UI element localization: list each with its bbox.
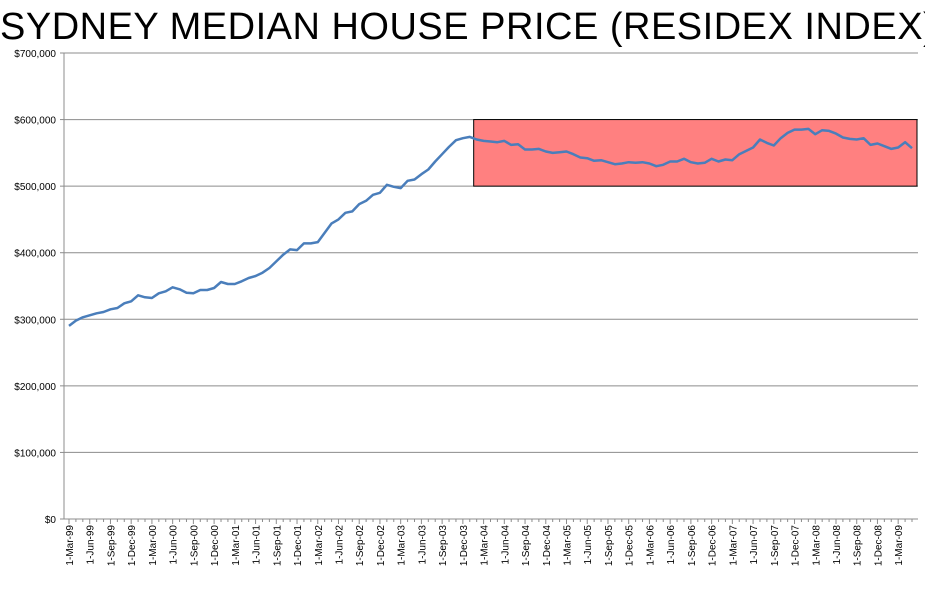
x-tick-label-12: 1-Mar-02 <box>314 525 325 566</box>
x-tick-label-26: 1-Sep-05 <box>604 525 615 567</box>
chart-title: SYDNEY MEDIAN HOUSE PRICE (RESIDEX INDEX… <box>0 6 925 48</box>
x-tick-label-35: 1-Dec-07 <box>791 525 802 567</box>
x-tick-label-18: 1-Sep-03 <box>438 525 449 567</box>
y-tick-label-7: $700,000 <box>14 49 56 60</box>
highlight-region <box>473 119 918 187</box>
x-tick-label-40: 1-Mar-09 <box>894 525 905 566</box>
series-layer <box>68 127 913 327</box>
x-tick-label-36: 1-Mar-08 <box>811 525 822 566</box>
x-tick-label-38: 1-Sep-08 <box>853 525 864 567</box>
x-tick-label-27: 1-Dec-05 <box>625 525 636 567</box>
x-tick-label-33: 1-Jun-07 <box>749 525 760 565</box>
x-tick-label-20: 1-Mar-04 <box>480 525 491 566</box>
y-tick-label-2: $200,000 <box>14 382 56 393</box>
y-tick-label-1: $100,000 <box>14 448 56 459</box>
x-tick-label-11: 1-Dec-01 <box>293 525 304 567</box>
y-tick-label-0: $0 <box>45 515 57 526</box>
x-tick-label-13: 1-Jun-02 <box>334 525 345 565</box>
x-tick-label-32: 1-Mar-07 <box>728 525 739 566</box>
x-tick-label-9: 1-Jun-01 <box>252 525 263 565</box>
highlight-region-layer <box>473 119 918 187</box>
x-tick-label-2: 1-Sep-99 <box>106 525 117 567</box>
x-tick-label-14: 1-Sep-02 <box>355 525 366 567</box>
x-tick-label-7: 1-Dec-00 <box>210 525 221 567</box>
series-line-0 <box>68 127 913 327</box>
x-tick-label-16: 1-Mar-03 <box>397 525 408 566</box>
x-tick-label-5: 1-Jun-00 <box>169 525 180 565</box>
x-tick-label-22: 1-Sep-04 <box>521 525 532 567</box>
x-tick-label-24: 1-Mar-05 <box>563 525 574 566</box>
y-tick-label-3: $300,000 <box>14 315 56 326</box>
x-tick-label-19: 1-Dec-03 <box>459 525 470 567</box>
x-tick-label-3: 1-Dec-99 <box>127 525 138 567</box>
x-tick-label-15: 1-Dec-02 <box>376 525 387 567</box>
x-tick-label-4: 1-Mar-00 <box>148 525 159 566</box>
x-tick-label-8: 1-Mar-01 <box>231 525 242 566</box>
y-tick-label-5: $500,000 <box>14 182 56 193</box>
x-axis-tick-labels: 1-Mar-99 1-Jun-99 1-Sep-99 1-Dec-99 1-Mar-00… <box>65 525 905 567</box>
gridlines <box>64 52 918 453</box>
x-tick-label-10: 1-Sep-01 <box>272 525 283 567</box>
x-tick-label-29: 1-Jun-06 <box>666 525 677 565</box>
x-tick-label-1: 1-Jun-99 <box>86 525 97 565</box>
x-tick-label-0: 1-Mar-99 <box>65 525 76 566</box>
x-tick-label-31: 1-Dec-06 <box>708 525 719 567</box>
x-tick-label-30: 1-Sep-06 <box>687 525 698 567</box>
y-tick-label-4: $400,000 <box>14 249 56 260</box>
x-tick-label-37: 1-Jun-08 <box>832 525 843 565</box>
x-tick-label-17: 1-Jun-03 <box>417 525 428 565</box>
y-tick-label-6: $600,000 <box>14 116 56 127</box>
x-tick-label-23: 1-Dec-04 <box>542 525 553 567</box>
x-tick-label-34: 1-Sep-07 <box>770 525 781 567</box>
x-tick-label-6: 1-Sep-00 <box>189 525 200 567</box>
y-axis-tick-labels: $0 $100,000 $200,000 $300,000 $400,000 $500,0… <box>14 49 56 526</box>
x-tick-label-25: 1-Jun-05 <box>583 525 594 565</box>
x-tick-label-21: 1-Jun-04 <box>500 525 511 565</box>
x-tick-label-39: 1-Dec-08 <box>873 525 884 567</box>
axes <box>60 52 918 524</box>
x-tick-label-28: 1-Mar-06 <box>645 525 656 566</box>
